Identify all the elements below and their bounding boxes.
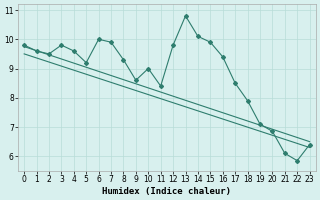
X-axis label: Humidex (Indice chaleur): Humidex (Indice chaleur) [102, 187, 231, 196]
